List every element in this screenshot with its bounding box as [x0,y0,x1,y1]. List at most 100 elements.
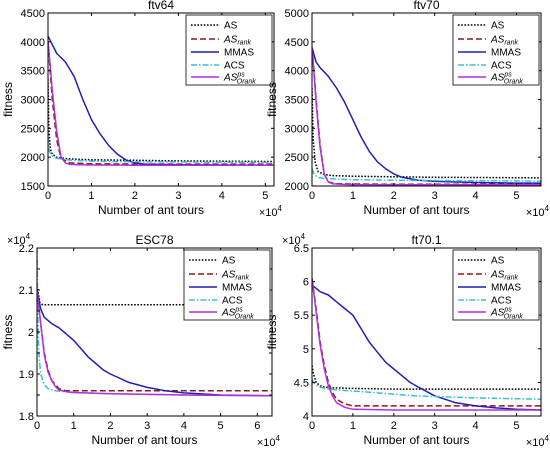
x-tick-label: 4 [473,420,479,432]
x-tick-label: 0 [309,420,315,432]
chart-title: ftv64 [148,0,174,12]
chart-panel-4: 0 1 2 3 4 5 4 4.5 5 5.5 6 6.5 ft70.1 Number of ant to… [265,232,550,449]
legend-entry-1: AS [491,21,505,32]
legend-entry-2: ASrank [221,270,249,282]
y-axis-label: fitness [265,82,279,117]
x-tick-label: 3 [144,420,150,432]
x-tick-label: 3 [432,420,438,432]
y-tick-label: 2.1 [19,285,34,297]
chart-panel-3: 0 1 2 3 4 5 6 1.8 1.9 2 2.1 2.2 ESC78 Number of ant t… [1,232,281,449]
x-multiplier: ×104 [259,204,283,219]
x-tick-label: 5 [218,420,224,432]
x-tick-label: 2 [107,420,113,432]
x-axis-label: Number of ant tours [363,433,469,447]
y-tick-label: 4000 [21,37,45,49]
x-tick-label: 5 [513,420,519,432]
x-tick-label: 2 [391,420,397,432]
x-tick-label: 2 [391,190,397,202]
y-tick-label: 5000 [285,8,309,20]
x-axis-label: Number of ant tours [98,203,204,217]
legend-entry-2: ASrank [490,35,518,47]
legend-entry-5: ASps Orank [221,307,254,321]
y-axis-label: fitness [265,315,279,350]
y-tick-label: 4.5 [294,377,309,389]
legend-entry-3: MMAS [222,283,252,294]
series-line-3 [312,47,541,184]
series-line-1 [48,79,274,163]
y-tick-label: 2500 [285,152,309,164]
legend-entry-4: ACS [224,61,245,72]
x-tick-label: 1 [88,190,94,202]
chart-title: ft70.1 [411,233,441,247]
legend-entry-2: ASrank [223,35,251,47]
series-group [312,278,541,411]
legend-entry-2: ASrank [490,270,518,282]
series-line-3 [37,289,272,397]
x-multiplier: ×104 [526,434,550,449]
series-line-1 [312,365,541,390]
x-tick-label: 1 [350,190,356,202]
x-tick-label: 2 [132,190,138,202]
series-line-1 [312,87,541,179]
x-tick-label: 3 [175,190,181,202]
x-tick-label: 3 [432,190,438,202]
x-axis-label: Number of ant tours [91,433,197,447]
y-tick-label: 4500 [21,8,45,20]
legend-entry-4: ACS [491,61,512,72]
y-tick-label: 5 [303,344,309,356]
series-line-3 [312,284,541,411]
legend-entry-4: ACS [491,296,512,307]
y-tick-label: 3500 [285,95,309,107]
legend-entry-4: ACS [222,296,243,307]
y-tick-label: 2.2 [19,243,34,255]
series-line-4 [312,168,541,182]
y-tick-label: 4500 [285,37,309,49]
series-line-3 [48,35,274,166]
x-multiplier: ×104 [526,204,550,219]
x-multiplier: ×104 [257,434,281,449]
chart-panel-1: 0 1 2 3 4 5 1500 2000 2500 3000 3500 4000 4500 ftv64 N… [1,0,283,219]
chart-title: ESC78 [135,233,173,247]
series-line-5 [37,289,272,397]
x-tick-label: 6 [254,420,260,432]
x-tick-label: 4 [473,190,479,202]
y-tick-label: 4000 [285,66,309,78]
legend-box [452,249,540,321]
y-tick-label: 3000 [21,95,45,107]
y-tick-label: 1.8 [19,411,34,423]
x-tick-label: 4 [219,190,225,202]
x-tick-label: 0 [45,190,51,202]
x-axis-label: Number of ant tours [363,203,469,217]
chart-panel-2: 0 1 2 3 4 5 2000 2500 3000 3500 4000 4500 5000 ftv70 N… [265,0,550,219]
y-tick-label: 2000 [285,181,309,193]
x-tick-label: 5 [513,190,519,202]
legend-entry-5: ASps Orank [490,72,523,86]
x-tick-label: 5 [262,190,268,202]
y-tick-label: 4 [303,411,309,423]
legend-entry-5: ASps Orank [490,307,523,321]
x-tick-label: 1 [350,420,356,432]
chart-title: ftv70 [413,0,439,12]
y-tick-label: 5.5 [294,310,309,322]
legend-box [185,14,273,86]
plot-frame [311,247,542,417]
y-tick-label: 3000 [285,123,309,135]
series-line-5 [312,278,541,411]
legend-entry-3: MMAS [491,48,521,59]
series-line-5 [48,41,274,166]
x-tick-label: 1 [71,420,77,432]
legend-entry-3: MMAS [491,283,521,294]
y-axis-label: fitness [1,82,15,117]
series-group [312,47,541,186]
legend-box [452,14,540,86]
y-multiplier: ×104 [282,232,306,247]
x-tick-label: 0 [34,420,40,432]
series-line-4 [48,136,274,164]
x-tick-label: 4 [181,420,187,432]
legend-box [183,249,271,321]
series-group [48,35,274,166]
